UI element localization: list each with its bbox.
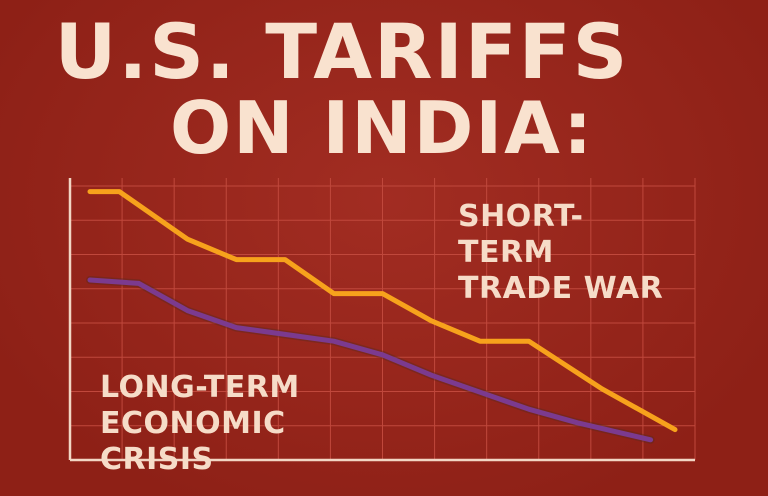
series-label-long-term-text: LONG-TERM ECONOMIC CRISIS [100, 370, 300, 477]
series-line-short-term [87, 189, 678, 433]
series-line-long-term [87, 277, 654, 443]
series-label-short-term: SHORT-TERM TRADE WAR [458, 199, 668, 307]
title-line-1: U.S. TARIFFS [54, 7, 630, 96]
series-label-long-term: LONG-TERM ECONOMIC CRISIS [100, 370, 400, 478]
series-label-short-term-text: SHORT-TERM TRADE WAR [458, 199, 664, 306]
chart-series [86, 189, 678, 444]
chart-axes [68, 178, 695, 462]
title-line-2: ON INDIA: [170, 86, 594, 170]
